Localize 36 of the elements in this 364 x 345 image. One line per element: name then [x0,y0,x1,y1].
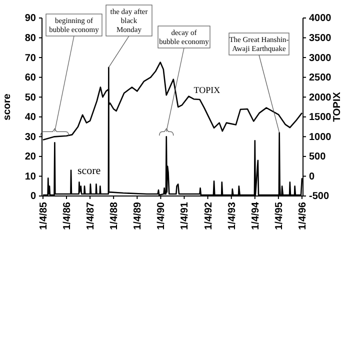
x-tick-label: 1/4/95 [274,202,285,230]
series-label: TOPIX [194,85,221,96]
y2-tick-label: 500 [309,152,326,163]
y2-tick-label: 0 [309,171,315,182]
x-tick-label: 1/4/96 [297,202,308,230]
y2-tick-label: 4000 [309,13,332,24]
y-tick-label: 30 [24,132,36,143]
y-tick-label: 80 [24,32,36,44]
x-tick-label: 1/4/86 [62,202,73,230]
y-tick-label: 50 [24,92,36,104]
y2-tick-label: 3000 [309,52,332,64]
x-tick-label: 1/4/92 [203,202,214,230]
y2-tick-label: 2000 [309,92,332,104]
x-tick-label: 1/4/91 [180,202,191,230]
x-tick-label: 1/4/87 [86,202,97,230]
series-label: score [77,165,101,178]
y2-tick-label: -500 [309,191,330,202]
y-tick-label: 60 [24,72,36,84]
y-tick-label: 70 [24,52,36,64]
y-tick-label: 0 [30,191,36,202]
y2-tick-label: 3500 [309,32,332,44]
x-tick-label: 1/4/90 [156,202,168,230]
x-tick-label: 1/4/93 [226,202,238,230]
y-tick-label: 10 [24,171,36,182]
x-tick-label: 1/4/94 [250,202,262,230]
x-tick-label: 1/4/85 [38,202,50,230]
y-tick-label: 40 [24,112,36,124]
y-axis-title: score [2,93,13,120]
y2-tick-label: 1000 [309,132,332,143]
y-tick-label: 20 [24,152,36,163]
x-tick-label: 1/4/88 [109,202,120,230]
y-tick-label: 90 [24,13,36,24]
y2-tick-label: 1500 [309,112,332,124]
x-tick-label: 1/4/89 [132,202,144,230]
y2-axis-title: TOPIX [332,92,343,122]
y2-tick-label: 2500 [309,72,332,84]
